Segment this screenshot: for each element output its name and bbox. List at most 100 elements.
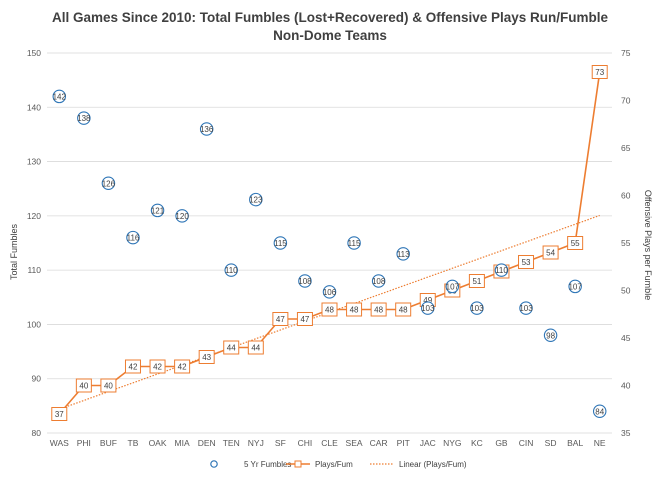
plays-point-sea-marker [346,302,363,317]
y-tick-label-130: 130 [27,157,41,167]
x-tick-labels: WAS PHI BUF TB OAK MIA DEN TEN NYJ SF CHI CLE SEA CAR… [50,438,606,448]
x-tick-label-nyj: NYJ [248,438,264,448]
axes: 80 90 100 110 120 130 140 150 35 40 45 50 55 60 65 70 75 [27,48,631,438]
x-tick-label-pit: PIT [397,438,410,448]
plays-point-chi-marker [296,312,313,326]
fumble-point-sea-label: 115 [348,239,361,248]
x-tick-label-phi: PHI [77,438,91,448]
fumble-point-nyg: 107 [445,279,460,294]
fumble-point-ne-label: 84 [595,407,604,416]
x-tick-label-mia: MIA [175,438,190,448]
fumble-point-cle: 106 [322,285,337,299]
plays-point-ne-label: 73 [595,68,604,77]
fumble-point-ne: 84 [592,404,607,419]
plays-point-bal: 55 [567,236,584,250]
y2-axis-label: Offensive Plays per Fumble [643,190,653,300]
plays-point-cle-marker [321,302,338,317]
fumble-point-sea-marker [347,236,361,250]
chart-title: All Games Since 2010: Total Fumbles (Los… [52,10,609,25]
plays-point-sf-label: 47 [276,315,285,324]
fumble-point-phi-marker [77,111,91,125]
plays-point-cin: 53 [518,255,535,269]
fumble-point-pit-label: 113 [397,250,410,259]
y2-tick-label-60: 60 [621,191,631,201]
fumble-point-den-label: 136 [200,125,214,134]
legend-marker-fumbles [210,460,218,468]
plays-point-cin-label: 53 [522,258,531,267]
fumble-point-den: 136 [199,122,214,136]
y2-tick-label-55: 55 [621,238,631,248]
x-tick-label-car: CAR [370,438,388,448]
fumble-point-jac-marker [421,301,435,315]
y-axis-label: Total Fumbles [9,223,19,280]
x-tick-label-chi: CHI [298,438,313,448]
plays-point-nyj-label: 44 [251,344,260,353]
x-tick-label-was: WAS [50,438,69,448]
plays-point-buf-label: 40 [104,382,113,391]
plays-point-chi: 47 [296,312,313,326]
fumble-point-jac: 103 [421,301,435,315]
plays-point-mia: 42 [174,359,191,374]
x-tick-label-oak: OAK [149,438,167,448]
fumble-point-cin: 103 [519,301,533,315]
y2-tick-label-45: 45 [621,333,631,343]
fumble-point-nyg-label: 107 [446,282,460,291]
fumble-point-was-label: 142 [53,92,67,101]
plays-point-cle-label: 48 [325,306,334,315]
x-tick-label-nyg: NYG [443,438,461,448]
legend-item-fumbles: 5 Yr Fumbles [210,460,291,469]
x-tick-label-ne: NE [594,438,606,448]
fumble-point-kc: 103 [470,301,484,315]
plays-point-kc: 51 [468,274,485,288]
fumble-point-ne-marker [592,404,607,419]
fumble-point-cin-marker [519,301,533,315]
fumble-point-bal-marker [568,279,582,294]
fumble-point-sf-marker [273,236,288,250]
fumble-point-nyg-marker [445,279,460,294]
plays-point-bal-label: 55 [571,239,580,248]
fumble-point-chi: 108 [298,274,312,288]
plays-point-tb-marker [124,359,141,374]
legend-item-plays: Plays/Fum [286,460,353,469]
fumble-point-sd: 98 [543,328,558,343]
trendline-plays-per-fumble [59,214,600,410]
plays-point-ten-label: 44 [227,344,236,353]
fumble-point-cle-label: 106 [323,288,337,297]
fumble-point-kc-label: 103 [470,304,484,313]
x-tick-label-bal: BAL [567,438,583,448]
plays-point-tb: 42 [124,359,141,374]
fumble-point-pit-marker [396,247,410,261]
y-tick-label-140: 140 [27,102,41,112]
legend-item-linear: Linear (Plays/Fum) [370,460,467,469]
y-tick-label-110: 110 [27,265,41,275]
fumble-point-was-marker [52,89,67,104]
x-tick-label-sd: SD [545,438,557,448]
fumble-point-buf: 126 [101,176,116,191]
gridlines [47,52,612,434]
fumble-point-den-marker [199,122,214,136]
fumble-point-sd-marker [543,328,558,343]
legend: 5 Yr Fumbles Plays/Fum Linear (Plays/Fum… [210,460,467,469]
plays-line-layer: 3740404242424344444747484848484950515253… [51,65,608,421]
plays-point-kc-label: 51 [472,277,481,286]
y2-tick-label-65: 65 [621,143,631,153]
x-tick-label-cin: CIN [519,438,534,448]
y2-tick-label-40: 40 [621,381,631,391]
y-tick-label-150: 150 [27,48,41,58]
fumble-point-ten-label: 110 [225,266,238,275]
legend-label-fumbles: 5 Yr Fumbles [244,460,291,469]
plays-point-car: 48 [370,302,387,317]
x-tick-label-tb: TB [128,438,139,448]
fumble-point-gb: 110 [494,263,508,277]
plays-point-cle: 48 [321,302,338,317]
fumble-point-nyj: 123 [249,192,263,207]
fumble-point-oak-marker [150,203,165,218]
plays-point-sea: 48 [346,302,363,317]
plays-point-sd-marker [542,245,559,260]
y-tick-label-100: 100 [27,319,41,329]
plays-point-buf-marker [100,378,117,393]
x-tick-label-jac: JAC [420,438,436,448]
plays-point-sf: 47 [272,312,289,326]
plays-point-kc-marker [468,274,485,288]
fumble-point-bal: 107 [568,279,582,294]
